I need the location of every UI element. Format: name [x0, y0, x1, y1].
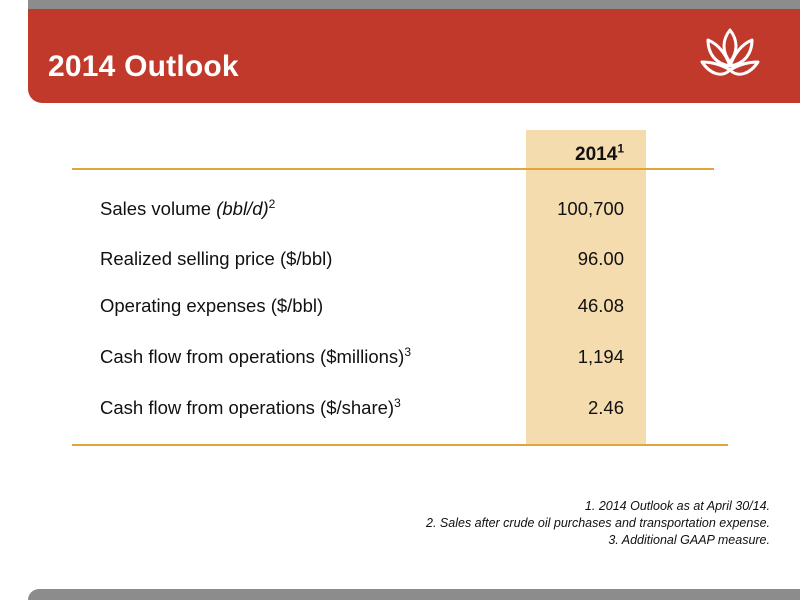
table-row: Operating expenses ($/bbl) 46.08 — [0, 295, 800, 321]
footnotes: 1. 2014 Outlook as at April 30/14. 2. Sa… — [270, 498, 770, 549]
row-value: 1,194 — [577, 346, 624, 367]
table-row: Cash flow from operations ($millions)3 1… — [0, 346, 800, 372]
row-value: 46.08 — [577, 295, 624, 316]
table-row: Sales volume (bbl/d)2 100,700 — [0, 198, 800, 224]
column-header-2014: 20141 — [575, 141, 624, 165]
row-label: Operating expenses ($/bbl) — [100, 295, 324, 316]
footnote: 3. Additional GAAP measure. — [608, 533, 770, 547]
table-top-rule — [72, 168, 714, 170]
row-value: 96.00 — [577, 248, 624, 269]
row-label: Realized selling price ($/bbl) — [100, 248, 333, 269]
top-frame-bar — [28, 0, 800, 9]
row-label: Cash flow from operations ($millions)3 — [100, 344, 412, 367]
footnote: 1. 2014 Outlook as at April 30/14. — [584, 499, 770, 513]
footnote: 2. Sales after crude oil purchases and t… — [426, 516, 770, 530]
row-value: 100,700 — [557, 198, 624, 219]
leaf-flame-logo-icon — [700, 28, 760, 76]
slide-title: 2014 Outlook — [48, 50, 239, 83]
row-label: Sales volume (bbl/d)2 — [100, 196, 276, 219]
row-value: 2.46 — [587, 397, 624, 418]
year-column-highlight — [526, 130, 646, 446]
table-row: Realized selling price ($/bbl) 96.00 — [0, 248, 800, 274]
title-banner — [28, 9, 800, 103]
bottom-frame-bar — [28, 589, 800, 600]
table-bottom-rule — [72, 444, 728, 446]
table-row: Cash flow from operations ($/share)3 2.4… — [0, 397, 800, 423]
row-label: Cash flow from operations ($/share)3 — [100, 395, 401, 418]
